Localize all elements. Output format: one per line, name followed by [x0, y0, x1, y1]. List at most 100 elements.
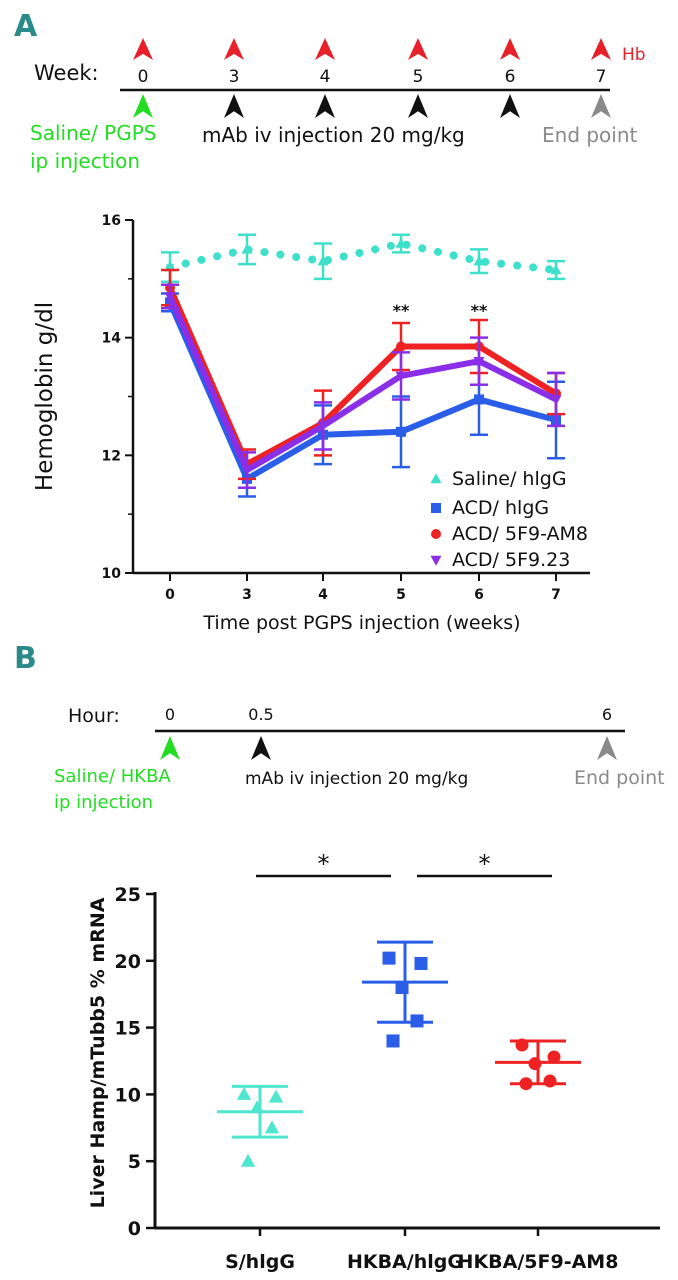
hemoglobin-chart-axes: 10 12 14 16 0 3 4 5 6 7 Time post PGPS injection (… [32, 213, 590, 634]
y-axis-label: Liver Hamp/mTubb5 % mRNA [87, 897, 109, 1208]
data-point [241, 243, 253, 254]
data-point [395, 237, 407, 248]
data-point [240, 1153, 256, 1167]
legend-label: ACD/ hlgG [452, 497, 549, 519]
data-point [474, 394, 484, 405]
legend-label: ACD/ 5F9.23 [452, 549, 570, 571]
y-axis-label: Hemoglobin g/dl [32, 302, 58, 491]
data-point [396, 341, 406, 352]
timeline-a-injection-arrows [133, 94, 611, 118]
data-point [164, 292, 176, 303]
timeline-a-tick: 4 [320, 67, 331, 87]
y-tick-label: 15 [115, 1018, 141, 1040]
y-tick-label: 14 [102, 331, 122, 347]
timeline-b-axis-label: Hour: [68, 705, 120, 727]
x-category-label: HKBA/hlgG [347, 1251, 463, 1273]
data-point [395, 981, 409, 995]
legend-marker [430, 473, 442, 484]
data-point [317, 421, 329, 432]
data-point [410, 1014, 424, 1028]
timeline-b-injection-arrows [160, 736, 617, 760]
data-point [241, 465, 253, 476]
y-tick-label: 25 [115, 884, 141, 906]
injection-arrow-icon [315, 94, 335, 118]
significance-label: * [479, 850, 491, 878]
injection-arrow-icon [500, 94, 520, 118]
end-point-label-b: End point [574, 767, 665, 789]
y-tick-label: 0 [128, 1218, 141, 1240]
timeline-a-axis-label: Week: [34, 61, 99, 85]
y-tick-label: 5 [128, 1151, 141, 1173]
y-tick-label: 12 [102, 448, 121, 464]
ip-injection-label-a: ip injection [30, 149, 140, 173]
x-tick-label: 6 [474, 587, 484, 603]
hb-marker-arrow-icon [591, 38, 611, 60]
data-point [519, 1077, 533, 1091]
saline-hkba-label: Saline/ HKBA [54, 766, 171, 787]
hamp-mrna-chart-groups [217, 940, 581, 1167]
timeline-a-ticks: 0 3 4 5 6 7 [138, 67, 607, 87]
hemoglobin-chart-legend: Saline/ hlgG ACD/ hlgG ACD/ 5F9-AM8 ACD/ 5F… [430, 468, 588, 571]
injection-arrow-icon [408, 94, 428, 118]
data-point [550, 395, 562, 406]
data-point [317, 255, 329, 266]
data-point [396, 426, 406, 437]
x-axis-label: Time post PGPS injection (weeks) [202, 612, 520, 634]
data-point [473, 356, 485, 367]
panel-a-letter: A [14, 9, 38, 44]
hemoglobin-chart-annotations: ** ** [393, 301, 488, 320]
timeline-b-ticks: 0 0.5 6 [165, 705, 612, 724]
hb-marker-arrow-icon [500, 38, 520, 60]
injection-arrow-icon [591, 94, 611, 118]
timeline-a: Week: 0 3 4 5 6 7 Hb Saline/ PGPS ip injectio… [30, 38, 646, 173]
injection-arrow-icon [224, 94, 244, 118]
timeline-a-tick: 3 [229, 67, 240, 87]
saline-pgps-label: Saline/ PGPS [30, 121, 156, 145]
hemoglobin-chart: 10 12 14 16 0 3 4 5 6 7 Time post PGPS injection (… [32, 213, 590, 634]
series-line [167, 293, 559, 474]
hb-sampling-markers [133, 38, 611, 60]
y-tick-label: 10 [102, 566, 122, 582]
significance-annotation: ** [471, 301, 488, 320]
data-point [268, 1089, 284, 1103]
legend-label: Saline/ hlgG [452, 468, 567, 490]
legend-label: ACD/ 5F9-AM8 [452, 523, 588, 545]
injection-arrow-icon [597, 736, 617, 760]
legend-marker [431, 503, 441, 513]
data-point [249, 1100, 265, 1114]
injection-arrow-icon [160, 736, 180, 760]
hb-marker-arrow-icon [408, 38, 428, 60]
data-point [264, 1120, 280, 1134]
data-point [386, 1034, 400, 1048]
panel-b-letter: B [14, 641, 37, 676]
hb-marker-arrow-icon [224, 38, 244, 60]
legend-marker [431, 529, 441, 539]
data-point [414, 956, 428, 970]
timeline-a-tick: 6 [505, 67, 516, 87]
hb-label: Hb [622, 45, 646, 65]
data-point [547, 1050, 561, 1064]
timeline-a-tick: 0 [138, 67, 149, 87]
data-point [543, 1074, 557, 1088]
timeline-b-tick: 6 [602, 705, 612, 724]
data-point [528, 1057, 542, 1071]
hb-marker-arrow-icon [133, 38, 153, 60]
timeline-b-tick: 0.5 [248, 705, 273, 724]
y-tick-label: 20 [115, 951, 141, 973]
series-line [167, 299, 559, 482]
x-tick-label: 0 [165, 587, 175, 603]
hb-marker-arrow-icon [315, 38, 335, 60]
data-point [395, 371, 407, 382]
data-point [382, 951, 396, 965]
data-point [515, 1038, 529, 1052]
x-tick-label: 4 [318, 587, 328, 603]
ip-injection-label-b: ip injection [54, 792, 153, 813]
y-tick-label: 10 [115, 1084, 141, 1106]
x-category-label: HKBA/5F9-AM8 [458, 1251, 619, 1273]
mab-injection-label-b: mAb iv injection 20 mg/kg [245, 769, 468, 789]
x-tick-label: 7 [551, 587, 561, 603]
injection-arrow-icon [251, 736, 271, 760]
end-point-label-a: End point [542, 123, 638, 147]
